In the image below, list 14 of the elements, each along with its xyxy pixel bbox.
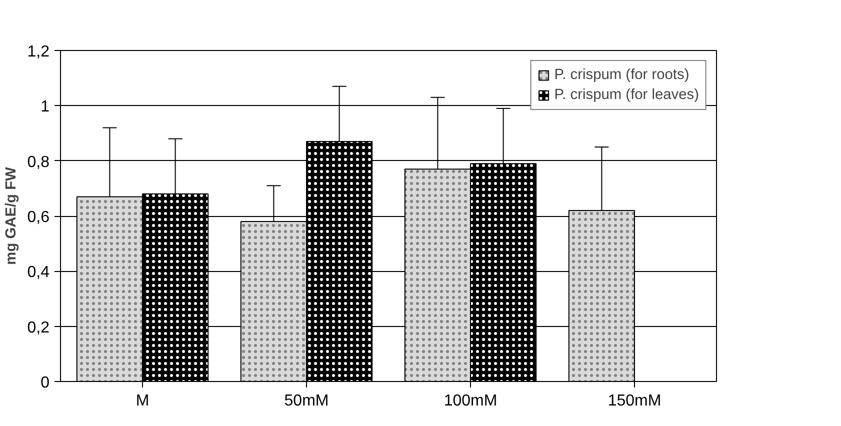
y-tick-label: 0,8 xyxy=(27,154,50,171)
x-tick-label: 150mM xyxy=(608,392,662,410)
x-tick-label: M xyxy=(136,392,150,410)
y-tick-label: 0,6 xyxy=(27,209,50,226)
y-tick-label: 1 xyxy=(40,98,50,116)
y-tick-label: 0 xyxy=(40,374,50,392)
y-tick-label: 1,2 xyxy=(27,44,50,60)
x-tick-label: 100mM xyxy=(444,392,498,410)
x-tick-label: 50mM xyxy=(284,392,329,410)
y-tick-label: 0,2 xyxy=(27,319,50,336)
y-axis-title: mg GAE/g FW xyxy=(3,166,20,265)
y-tick-label: 0,4 xyxy=(27,264,50,282)
legend-label: P. crispum (for leaves) xyxy=(554,87,699,103)
legend-label: P. crispum (for roots) xyxy=(554,67,690,83)
